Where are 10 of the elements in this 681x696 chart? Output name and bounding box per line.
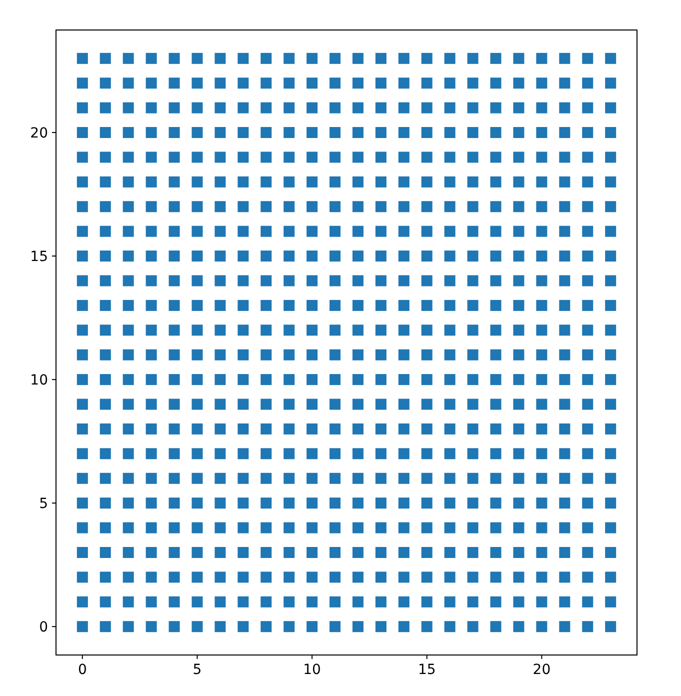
x-tick-label: 10: [303, 662, 321, 678]
y-tick-label: 10: [30, 372, 48, 389]
y-tick-label: 5: [39, 496, 48, 512]
y-tick-label: 0: [39, 620, 48, 636]
y-tick-label: 20: [30, 126, 48, 142]
x-tick-label: 20: [532, 662, 551, 678]
y-tick-label: 15: [30, 249, 48, 266]
x-tick-label: 0: [78, 662, 87, 678]
x-tick-label: 15: [418, 662, 436, 678]
x-tick-label: 5: [192, 662, 202, 678]
